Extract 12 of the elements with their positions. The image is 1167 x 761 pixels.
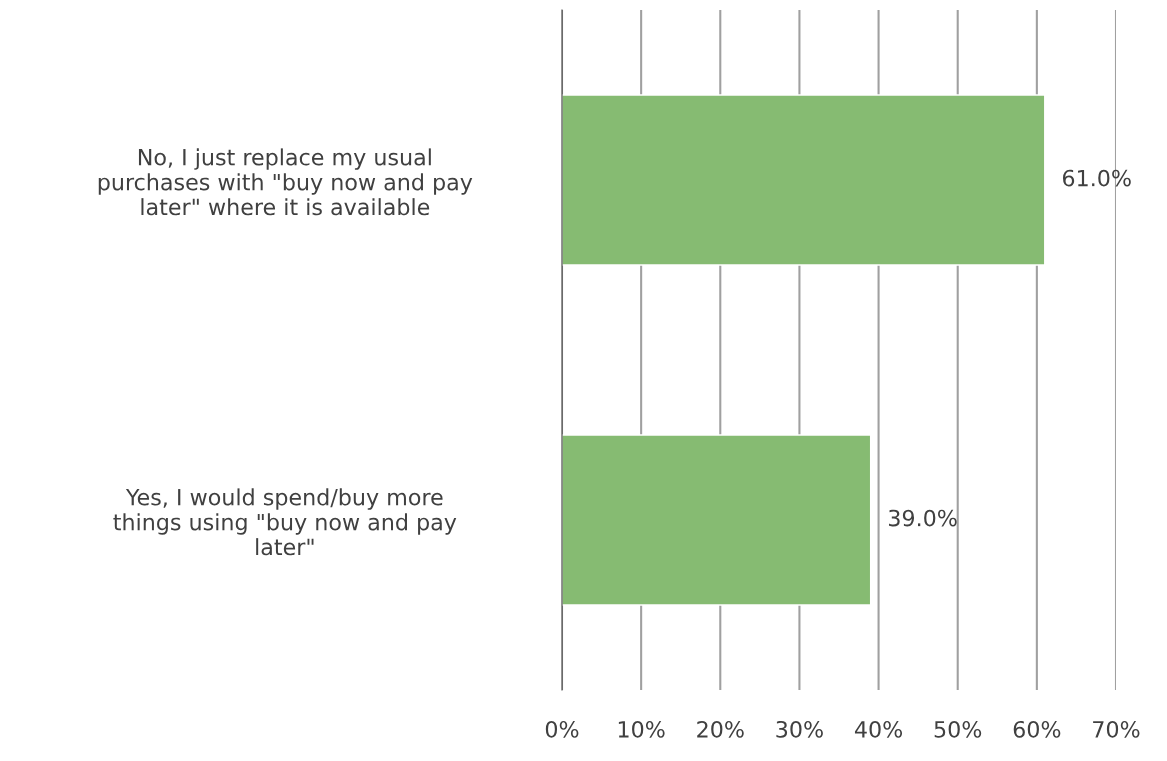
x-tick-label: 50% (934, 720, 982, 738)
x-tick-label: 0% (545, 720, 579, 738)
x-tick-label: 60% (1013, 720, 1061, 738)
x-tick-label: 40% (854, 720, 903, 738)
x-tick-label: 70% (1093, 720, 1140, 738)
data-label: 61.0% (1062, 169, 1131, 187)
x-tick-label: 30% (776, 720, 823, 738)
x-tick-label: 20% (697, 720, 744, 738)
y-tick-label: No, I just replace my usual purchases with "buy now and pay later" where it is available (98, 148, 473, 216)
y-tick-label: Yes, I would spend/buy more things using "buy now and pay later" (113, 488, 457, 556)
x-tick-label: 10% (618, 720, 665, 738)
data-label: 39.0% (889, 509, 957, 527)
